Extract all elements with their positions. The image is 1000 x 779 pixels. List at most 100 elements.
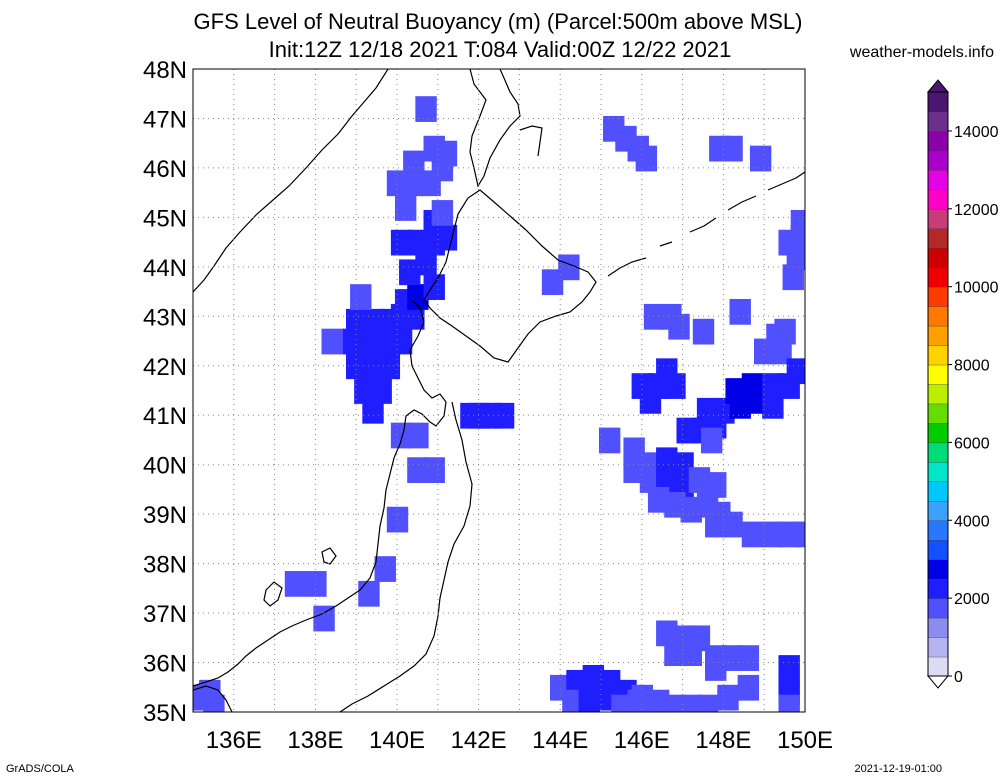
buoyancy-cell-25: [362, 308, 384, 335]
lon-label-136E: 136E: [206, 727, 262, 754]
latitude-labels: 35N 36N 37N 38N 39N 40N 41N 42N 43N 44N 45N 46N 47N 4…: [143, 57, 187, 727]
buoyancy-cell-33: [415, 249, 437, 276]
lat-label-38N: 38N: [143, 552, 187, 579]
colorbar-segment-13: [927, 403, 949, 424]
lon-label-150E: 150E: [777, 727, 833, 754]
buoyancy-cell-99: [647, 486, 670, 513]
colorbar-segment-19: [927, 286, 949, 307]
colorbar-segment-2: [927, 617, 949, 638]
buoyancy-cell-97: [688, 467, 711, 493]
buoyancy-cell-30: [407, 284, 429, 310]
buoyancy-cell-143: [778, 229, 800, 256]
lat-label-46N: 46N: [143, 156, 187, 183]
lat-label-40N: 40N: [143, 453, 187, 480]
colorbar-label-14000: 14000: [954, 124, 999, 141]
buoyancy-cell-41: [350, 284, 372, 310]
buoyancy-cell-113: [664, 640, 686, 667]
buoyancy-cell-79: [725, 378, 747, 404]
buoyancy-cell-108: [778, 521, 800, 548]
lat-label-39N: 39N: [143, 502, 187, 529]
sado-island: [321, 547, 337, 565]
buoyancy-cell-34: [390, 229, 413, 256]
buoyancy-cell-100: [664, 491, 686, 518]
buoyancy-cell-58: [721, 135, 743, 162]
buoyancy-cells: [193, 96, 805, 712]
lon-label-140E: 140E: [369, 727, 425, 754]
buoyancy-cell-88: [598, 427, 621, 454]
colorbar-segment-26: [927, 150, 949, 171]
buoyancy-cell-127: [594, 684, 617, 711]
colorbar-segment-9: [927, 481, 949, 502]
buoyancy-cell-134: [717, 684, 739, 711]
lat-label-48N: 48N: [143, 57, 187, 84]
lat-label-43N: 43N: [143, 304, 187, 331]
colorbar-label-8000: 8000: [954, 358, 990, 375]
buoyancy-cell-101: [680, 496, 702, 523]
buoyancy-cell-87: [700, 427, 723, 454]
buoyancy-cell-3: [358, 580, 380, 607]
honshu-coast-east: [339, 401, 473, 712]
buoyancy-cell-17: [390, 328, 413, 355]
buoyancy-cell-96: [672, 472, 694, 498]
lat-label-42N: 42N: [143, 354, 187, 381]
buoyancy-cell-132: [680, 694, 702, 712]
buoyancy-cell-31: [423, 274, 445, 300]
buoyancy-cell-68: [770, 338, 792, 365]
colorbar-segment-20: [927, 267, 949, 288]
colorbar-segment-6: [927, 539, 949, 560]
lat-label-35N: 35N: [143, 700, 187, 727]
sakhalin-coast: [469, 69, 521, 188]
buoyancy-cell-39: [431, 200, 454, 226]
buoyancy-cell-129: [627, 689, 649, 712]
hokkaido-coast: [423, 189, 597, 363]
colorbar-segment-7: [927, 520, 949, 541]
colorbar-segment-11: [927, 442, 949, 463]
buoyancy-cell-136: [778, 655, 800, 681]
buoyancy-cell-50: [415, 96, 437, 122]
buoyancy-cell-14: [341, 328, 364, 355]
buoyancy-cell-9: [407, 422, 429, 449]
buoyancy-cell-1: [305, 571, 327, 597]
buoyancy-cell-81: [762, 373, 784, 399]
colorbar-segment-18: [927, 305, 949, 327]
chart-title: GFS Level of Neutral Buoyancy (m) (Parce…: [193, 9, 803, 34]
buoyancy-cell-67: [754, 338, 776, 365]
lon-label-142E: 142E: [451, 727, 507, 754]
buoyancy-cell-40: [321, 328, 343, 355]
colorbar-segment-24: [927, 189, 949, 210]
honshu-coast: [193, 299, 447, 687]
kyushu-shikoku: [193, 685, 233, 712]
colorbar-segment-12: [927, 422, 949, 444]
buoyancy-cell-16: [374, 328, 396, 355]
buoyancy-cell-91: [656, 447, 678, 474]
buoyancy-cell-116: [721, 645, 743, 671]
buoyancy-cell-106: [741, 521, 764, 548]
buoyancy-cell-83: [786, 358, 805, 385]
colorbar-segment-4: [927, 578, 949, 599]
colorbar-segment-14: [927, 383, 949, 405]
colorbar-segment-16: [927, 344, 949, 366]
noto-peninsula: [263, 581, 283, 607]
buoyancy-cell-15: [358, 328, 380, 355]
buoyancy-cell-104: [721, 511, 743, 538]
colorbar-segment-28: [927, 111, 949, 132]
buoyancy-cell-120: [566, 669, 588, 696]
kuril-coast: [607, 171, 805, 277]
lon-label-138E: 138E: [287, 727, 343, 754]
buoyancy-cell-130: [647, 689, 670, 712]
buoyancy-cell-66: [774, 318, 796, 345]
colorbar-segment-1: [927, 636, 949, 658]
buoyancy-cell-21: [354, 378, 376, 404]
buoyancy-cell-110: [656, 620, 678, 647]
buoyancy-cell-125: [562, 689, 584, 712]
buoyancy-cell-18: [346, 353, 368, 380]
mainland-coast: [193, 69, 389, 293]
colorbar-label-10000: 10000: [954, 280, 999, 297]
footer-right-text: 2021-12-19-01:00: [854, 763, 942, 775]
buoyancy-cell-8: [390, 422, 413, 449]
lat-label-45N: 45N: [143, 205, 187, 232]
buoyancy-cell-43: [403, 170, 425, 197]
colorbar-label-0: 0: [954, 669, 963, 686]
colorbar-segment-29: [927, 91, 949, 113]
buoyancy-cell-7: [423, 457, 445, 484]
